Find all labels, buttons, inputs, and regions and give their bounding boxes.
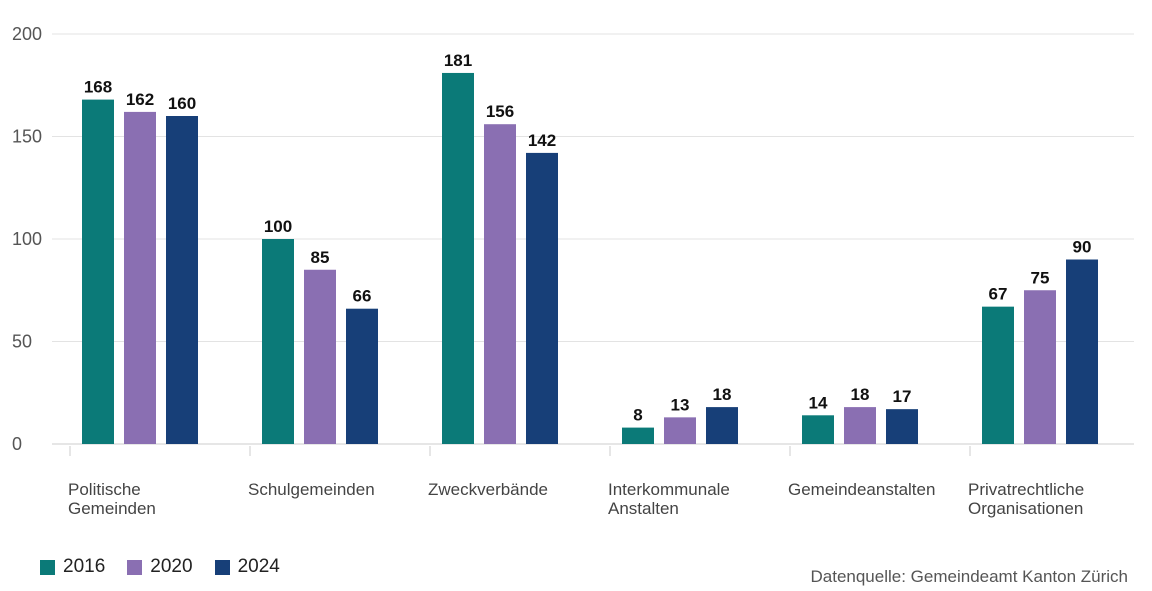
data-label: 142: [528, 131, 556, 150]
bar: [706, 407, 738, 444]
bar: [982, 306, 1014, 444]
category-label: Gemeinden: [68, 499, 156, 518]
bar: [304, 269, 336, 444]
bar: [526, 152, 558, 444]
bar-chart: 0 50 100 150 200 168 100 181 8 14 67 162 85 156 13 18 75…: [12, 24, 1134, 518]
bar: [82, 99, 114, 444]
category-label: Anstalten: [608, 499, 679, 518]
data-label: 168: [84, 78, 112, 97]
legend-label-2024: 2024: [237, 556, 280, 577]
bar: [262, 239, 294, 444]
data-label: 156: [486, 102, 514, 121]
data-source-note: Datenquelle: Gemeindeamt Kanton Zürich: [810, 567, 1128, 586]
data-label: 13: [671, 395, 690, 414]
legend-swatch-2024: [214, 559, 230, 575]
bar: [346, 308, 378, 444]
bar: [844, 407, 876, 444]
bar: [442, 72, 474, 444]
data-label: 67: [989, 285, 1008, 304]
legend-item-2016: 2016: [40, 556, 105, 578]
data-label: 8: [633, 406, 642, 425]
data-label: 181: [444, 51, 472, 70]
bar: [802, 415, 834, 444]
category-label: Gemeindeanstalten: [788, 480, 935, 499]
data-label: 66: [353, 287, 372, 306]
data-label: 160: [168, 94, 196, 113]
y-tick-label: 0: [12, 434, 22, 454]
legend-swatch-2020: [127, 559, 143, 575]
y-tick-label: 50: [12, 332, 32, 352]
category-label: Privatrechtliche: [968, 480, 1084, 499]
legend-item-2024: 2024: [214, 556, 280, 578]
bar: [484, 124, 516, 444]
category-label: Schulgemeinden: [248, 480, 375, 499]
data-label: 18: [851, 385, 870, 404]
legend-swatch-2016: [40, 559, 55, 575]
category-label: Politische: [68, 480, 141, 499]
legend-item-2020: 2020: [127, 556, 193, 578]
data-label: 18: [713, 385, 732, 404]
data-label: 100: [264, 217, 292, 236]
data-label: 162: [126, 90, 154, 109]
bar: [886, 409, 918, 444]
legend-label-2020: 2020: [150, 556, 193, 577]
y-tick-label: 200: [12, 24, 42, 44]
data-label: 14: [809, 393, 828, 412]
legend: 2016 2020 2024: [40, 556, 302, 578]
category-label: Zweckverbände: [428, 480, 548, 499]
bar: [622, 427, 654, 444]
bar: [1024, 290, 1056, 444]
y-tick-label: 100: [12, 229, 42, 249]
data-label: 75: [1031, 268, 1050, 287]
legend-label-2016: 2016: [63, 556, 106, 577]
data-label: 17: [893, 387, 912, 406]
bar: [124, 111, 156, 445]
data-label: 85: [311, 248, 330, 267]
bar: [664, 417, 696, 444]
y-tick-label: 150: [12, 127, 42, 147]
category-label: Organisationen: [968, 499, 1083, 518]
bar: [166, 116, 198, 444]
bar: [1066, 259, 1098, 444]
category-label: Interkommunale: [608, 480, 730, 499]
data-label: 90: [1073, 238, 1092, 257]
